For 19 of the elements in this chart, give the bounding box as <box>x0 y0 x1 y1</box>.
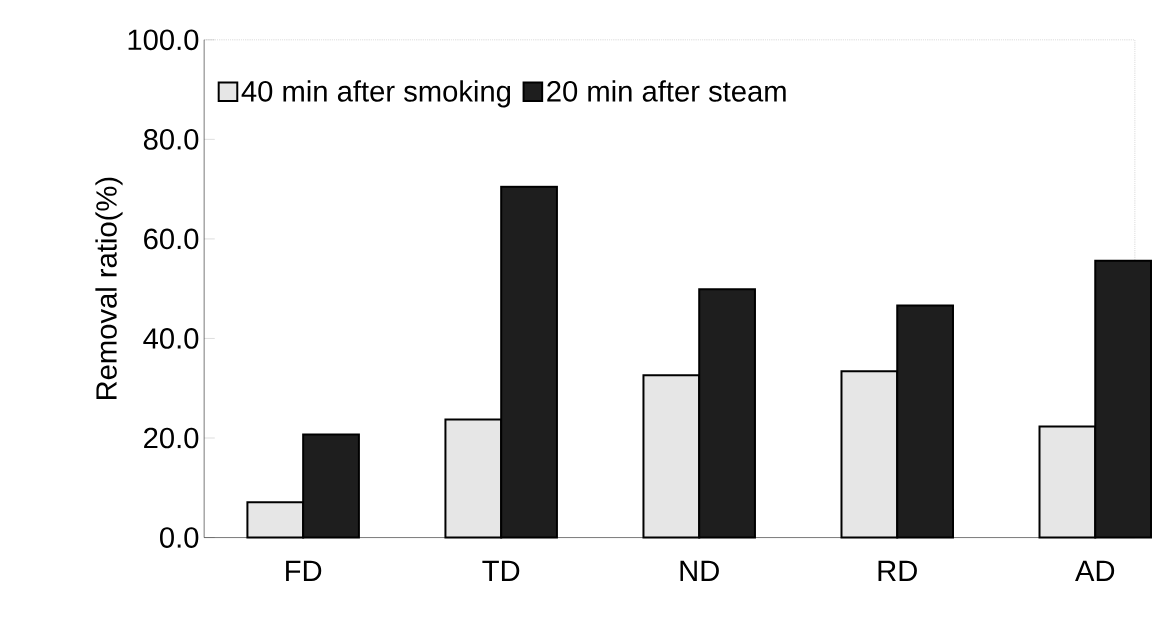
y-tick-label: 60.0 <box>144 228 199 250</box>
y-tick-label: 40.0 <box>143 328 199 349</box>
y-axis-title: Removal ratio(%) <box>95 177 123 399</box>
bar <box>1094 259 1152 539</box>
y-tick-label: 20.0 <box>144 427 199 449</box>
x-tick-label: RD <box>878 560 917 581</box>
bar <box>302 433 360 539</box>
x-tick-label: FD <box>286 560 322 581</box>
bar <box>698 288 756 539</box>
bar <box>896 304 954 539</box>
y-tick-label: 0.0 <box>160 527 199 548</box>
x-tick-label: TD <box>482 560 520 581</box>
legend-label: 40 min after smoking <box>241 80 511 108</box>
x-tick-label: ND <box>680 560 719 581</box>
x-tick-label: AD <box>1075 560 1115 581</box>
y-tick-label: 80.0 <box>143 128 199 150</box>
bar <box>500 185 558 539</box>
y-tick-label: 100.0 <box>128 29 199 51</box>
legend-label: 20 min after steam <box>547 80 786 102</box>
